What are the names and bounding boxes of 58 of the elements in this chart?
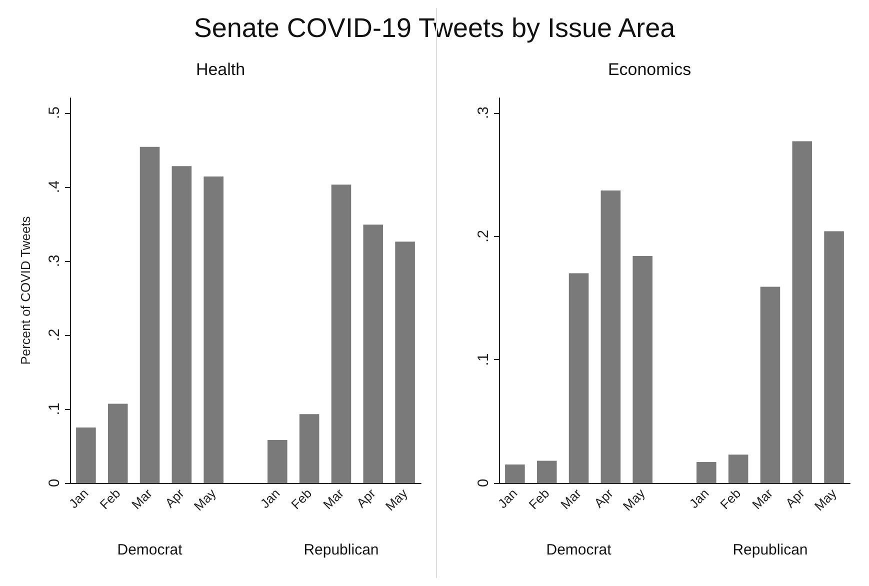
bar [632,256,652,483]
y-tick-label: .5 [46,106,63,120]
bar [536,460,557,483]
y-tick-label: 0 [46,478,63,488]
bar [728,454,748,483]
bar [792,141,812,483]
chart-title: Senate COVID-19 Tweets by Issue Area [192,12,676,45]
x-tick-label: May [190,485,220,514]
x-tick-label: Mar [749,485,776,512]
x-tick-label: Feb [717,486,744,512]
x-tick-label: Jan [686,486,712,512]
x-tick-label: Apr [354,485,379,511]
bar [824,231,844,483]
x-tick-label: Jan [494,486,520,512]
x-tick-label: May [620,485,648,514]
x-tick-label: Mar [128,485,156,512]
y-tick-label: .1 [475,353,492,366]
x-tick-label: Feb [288,486,315,512]
text: Democrat [546,542,612,558]
text: Republican [304,542,379,558]
bar [108,404,128,483]
x-tick-label: Feb [526,486,552,512]
y-tick-label: .2 [475,230,492,242]
x-tick-label: May [382,485,411,514]
bar [395,242,415,483]
bar [331,184,352,483]
bar [760,286,780,483]
x-tick-label: May [811,485,840,514]
x-tick-label: Mar [558,485,585,512]
x-tick-label: Apr [591,485,616,511]
y-tick-label: .3 [475,106,492,120]
y-axis-title: Percent of COVID Tweets [18,216,33,365]
chart-subtitle: Economics [608,60,692,79]
x-tick-label: Apr [162,485,188,511]
x-tick-label: Feb [96,486,124,512]
bar [140,146,160,483]
x-tick-label: Apr [782,485,808,511]
bar [696,462,716,483]
bar [76,427,96,483]
y-tick-label: .1 [46,402,63,416]
bar [268,440,288,483]
bar [363,224,384,483]
text: Republican [732,542,808,558]
y-tick-label: .4 [46,180,63,194]
bar [600,190,621,483]
x-tick-label: Mar [320,485,347,512]
bar [568,273,589,483]
x-tick-label: Jan [66,486,92,512]
y-tick-label: .2 [46,328,63,342]
bar [204,176,224,483]
y-tick-label: 0 [475,478,492,488]
chart-subtitle: Health [196,60,246,79]
bar [172,166,192,483]
text: Democrat [117,542,184,558]
x-tick-label: Jan [257,486,283,512]
y-tick-label: .3 [46,254,63,268]
bar [299,414,320,483]
bar [505,464,525,483]
